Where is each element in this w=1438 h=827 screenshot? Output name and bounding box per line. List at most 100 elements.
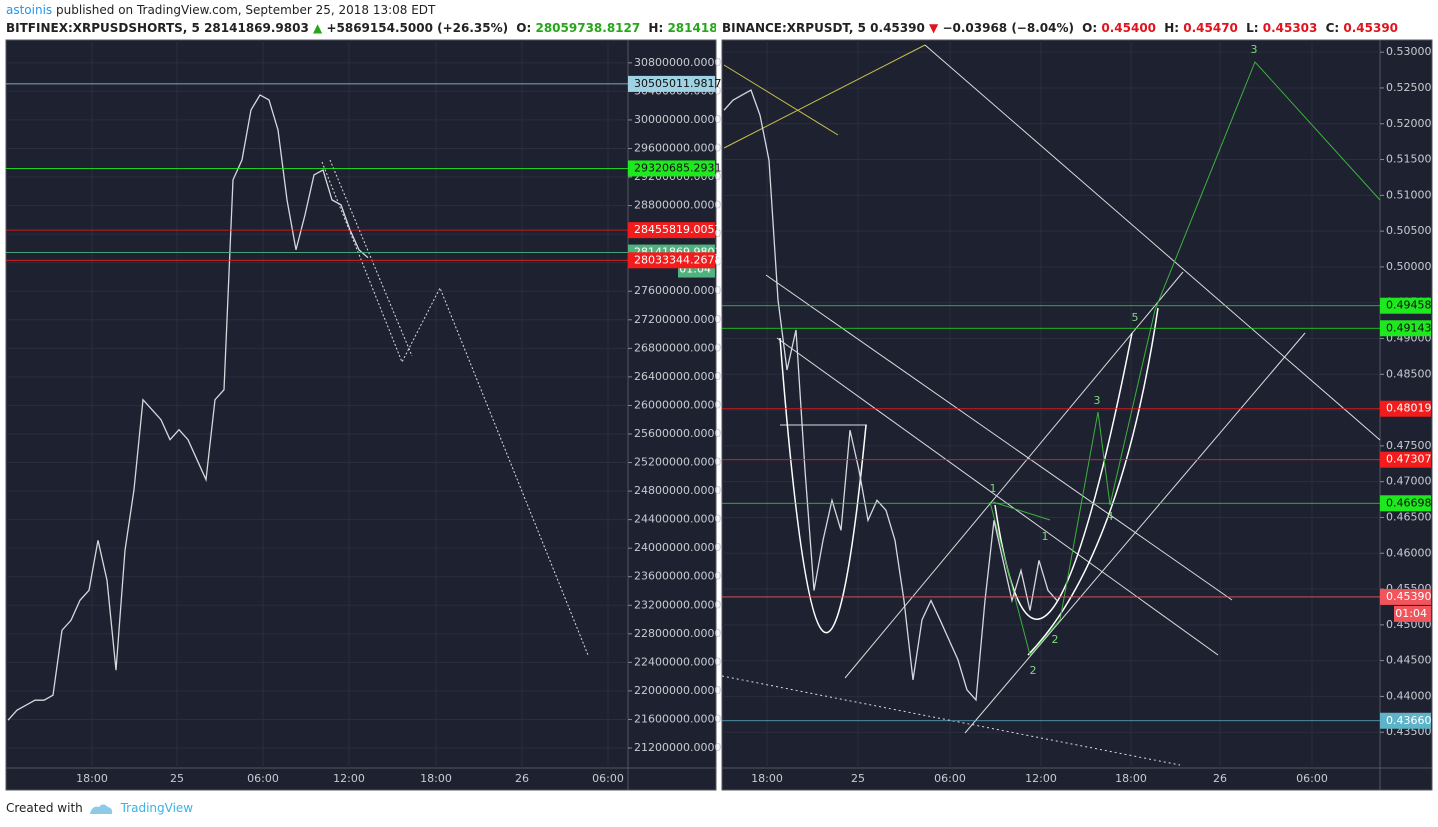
price-tick-label: 0.44000: [1386, 689, 1432, 702]
price-tag: [1380, 495, 1431, 512]
price-tag: [1380, 320, 1431, 337]
price-tag: [628, 160, 715, 177]
price-tick-label: 27200000.0000: [634, 313, 721, 326]
price-tag-label: 0.47307: [1386, 453, 1432, 466]
price-tag-label: 0.48019: [1386, 402, 1432, 415]
price-tick-label: 24400000.0000: [634, 513, 721, 526]
symbol-info: BITFINEX:XRPUSDSHORTS, 5 28141869.9803 ▲…: [6, 21, 716, 35]
time-tick-label: 26: [515, 772, 529, 785]
price-tag-label: 29320685.2931: [634, 161, 721, 174]
channel-line: [329, 159, 413, 357]
price-tick-label: 27600000.0000: [634, 284, 721, 297]
symbol: BITFINEX:XRPUSDSHORTS, 5: [6, 21, 200, 35]
last-price: 28141869.9803: [204, 21, 309, 35]
price-tick-label: 22000000.0000: [634, 684, 721, 697]
trend-line: [723, 64, 839, 136]
symbol: BINANCE:XRPUSDT, 5: [722, 21, 866, 35]
panel-background: [5, 39, 717, 791]
ohlc-key: C:: [1325, 21, 1340, 35]
price-tick-label: 24800000.0000: [634, 484, 721, 497]
channel-line: [776, 337, 1219, 656]
author[interactable]: astoinis: [6, 3, 53, 17]
brand[interactable]: TradingView: [120, 801, 194, 815]
price-tick-label: 22400000.0000: [634, 655, 721, 668]
footer: Created with TradingView: [6, 801, 193, 815]
price-tag-label: 0.45390: [1386, 590, 1432, 603]
countdown: 01:04: [1395, 607, 1427, 620]
ohlc-key: O:: [1082, 21, 1098, 35]
panel-background: [721, 39, 1433, 791]
price-tag-label: 28033344.2678: [634, 253, 721, 266]
price-tick-label: 0.50000: [1386, 260, 1432, 273]
ohlc-value: 28141869.9803: [667, 21, 716, 35]
price-tick-label: 26400000.0000: [634, 370, 721, 383]
ohlc-value: 0.45400: [1101, 21, 1157, 35]
wave-label: 4: [1107, 510, 1114, 523]
channel-line: [844, 271, 1184, 679]
channel-line: [765, 274, 1233, 601]
price-tick-label: 24000000.0000: [634, 541, 721, 554]
wave-label: 5: [1132, 311, 1139, 324]
time-tick-label: 06:00: [592, 772, 624, 785]
ohlc-value: 0.45470: [1183, 21, 1238, 35]
time-tick-label: 12:00: [333, 772, 365, 785]
wave-label: 1: [1042, 530, 1049, 543]
time-tick-label: 18:00: [420, 772, 452, 785]
time-tick-label: 26: [1213, 772, 1227, 785]
price-tag: [1380, 400, 1431, 417]
price-tick-label: 0.47500: [1386, 439, 1432, 452]
time-tick-label: 18:00: [76, 772, 108, 785]
price-tick-label: 0.51500: [1386, 153, 1432, 166]
price-tag-label: 0.43660: [1386, 714, 1432, 727]
ohlc-value: 28059738.8127: [535, 21, 641, 35]
wave-path: [989, 61, 1381, 657]
price-tag: [1380, 712, 1431, 729]
channel-line: [964, 332, 1306, 734]
price-tick-label: 26000000.0000: [634, 398, 721, 411]
change: +5869154.5000 (+26.35%): [326, 21, 509, 35]
price-tick-label: 0.50500: [1386, 224, 1432, 237]
projection-line: [321, 161, 589, 656]
ohlc-key: O:: [516, 21, 532, 35]
price-tick-label: 21200000.0000: [634, 741, 721, 754]
price-tick-label: 29600000.0000: [634, 141, 721, 154]
price-line: [7, 94, 369, 721]
ohlc-key: H:: [648, 21, 664, 35]
created-with: Created with: [6, 801, 83, 815]
price-tick-label: 22800000.0000: [634, 627, 721, 640]
wave-label: 3: [1251, 43, 1258, 56]
price-tag: [1380, 588, 1431, 605]
trend-line: [924, 44, 1381, 441]
countdown-tag: [1394, 605, 1431, 622]
price-tick-label: 23200000.0000: [634, 598, 721, 611]
price-tick-label: 0.46500: [1386, 510, 1432, 523]
wave-label: 1: [990, 482, 997, 495]
time-tick-label: 18:00: [751, 772, 783, 785]
time-tick-label: 06:00: [1296, 772, 1328, 785]
price-tick-label: 21600000.0000: [634, 712, 721, 725]
ohlc-key: L:: [1246, 21, 1259, 35]
price-tick-label: 25600000.0000: [634, 427, 721, 440]
time-tick-label: 06:00: [247, 772, 279, 785]
price-tag: [1380, 451, 1431, 468]
price-tag-label: 30505011.9817: [634, 77, 721, 90]
price-tick-label: 0.52000: [1386, 117, 1432, 130]
symbol-info: BINANCE:XRPUSDT, 5 0.45390 ▼ −0.03968 (−…: [722, 21, 1432, 35]
price-tick-label: 0.44500: [1386, 654, 1432, 667]
price-tick-label: 25200000.0000: [634, 456, 721, 469]
time-tick-label: 12:00: [1025, 772, 1057, 785]
time-tick-label: 25: [851, 772, 865, 785]
trend-line: [723, 44, 926, 149]
cup-curve: [1027, 307, 1159, 656]
drawings: [321, 44, 1381, 766]
ohlc-value: 0.45390: [1343, 21, 1399, 35]
logo: [90, 804, 113, 814]
price-tick-label: 28800000.0000: [634, 199, 721, 212]
wave-label: 2: [1052, 633, 1059, 646]
price-tag-label: 0.46698: [1386, 496, 1432, 509]
ohlc-key: H:: [1164, 21, 1180, 35]
direction-icon: ▲: [313, 21, 323, 35]
price-tag: [628, 252, 715, 269]
price-tag-label: 28455819.0057: [634, 223, 721, 236]
